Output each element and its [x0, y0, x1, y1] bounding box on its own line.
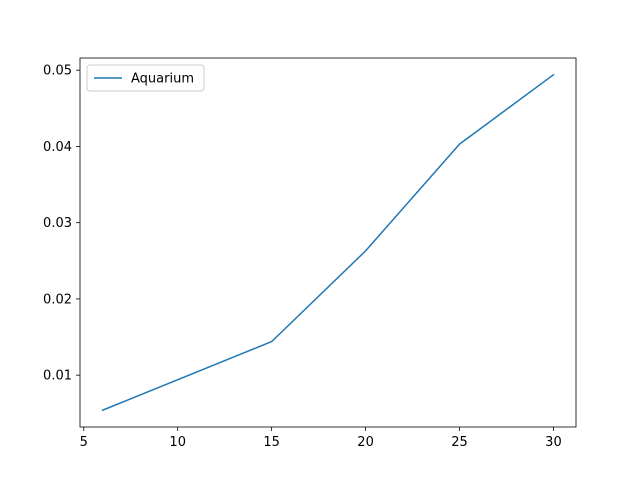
- plot-area: [101, 73, 555, 412]
- axes: 5 10 15 20 25 30 0.01 0.02 0.03 0.04 0.05: [43, 57, 577, 450]
- y-tick-label: 0.03: [43, 216, 72, 231]
- series-line-0: [101, 73, 555, 412]
- x-tick-label: 10: [169, 435, 186, 450]
- y-tick-label: 0.04: [43, 140, 72, 155]
- y-tick-label: 0.01: [43, 369, 72, 384]
- x-tick-label: 30: [545, 435, 562, 450]
- y-tick-label: 0.05: [43, 64, 72, 79]
- x-tick-label: 25: [451, 435, 468, 450]
- y-tick-label: 0.02: [43, 292, 72, 307]
- legend-label: Aquarium: [131, 72, 194, 87]
- legend: Aquarium: [86, 64, 205, 92]
- x-tick-label: 5: [80, 435, 88, 450]
- x-tick-label: 15: [263, 435, 280, 450]
- x-tick-label: 20: [357, 435, 374, 450]
- legend-box: [86, 64, 205, 92]
- axes-frame: [79, 57, 577, 428]
